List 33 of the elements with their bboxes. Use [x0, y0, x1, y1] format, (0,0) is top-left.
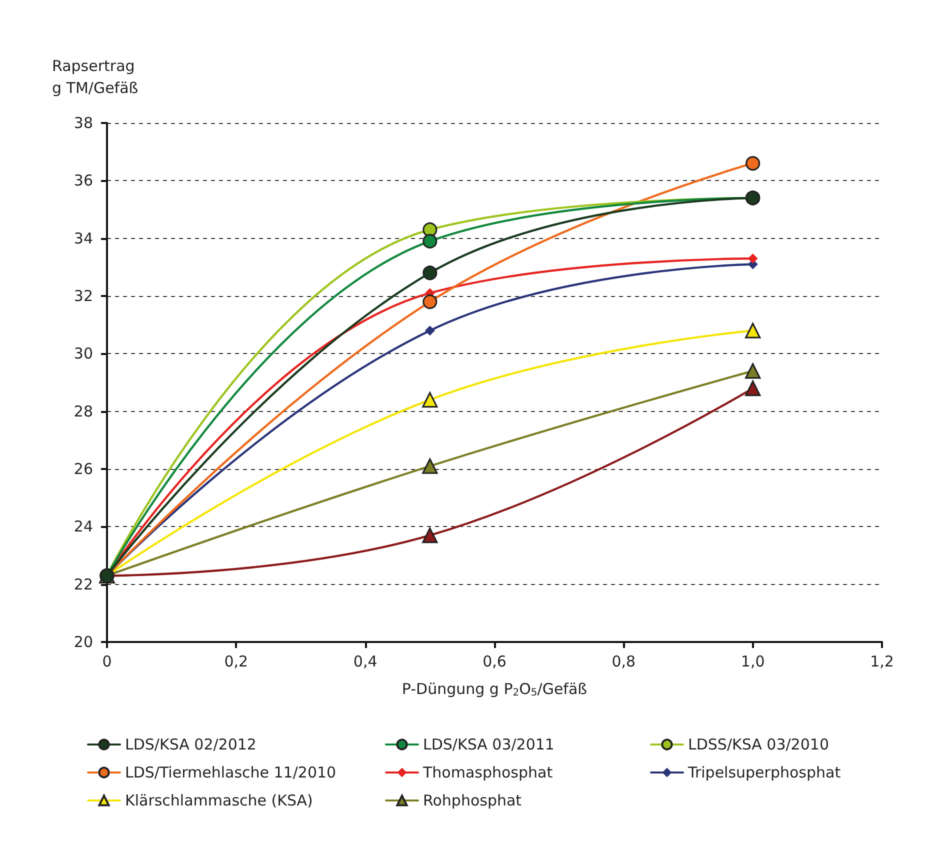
- y-tick-label: 36: [74, 172, 93, 190]
- legend-label: Thomasphosphat: [422, 764, 553, 782]
- y-tick-label: 28: [74, 402, 93, 420]
- y-tick-label: 24: [74, 518, 93, 536]
- x-tick-label: 0,8: [612, 652, 636, 670]
- legend-label: Rohphosphat: [423, 792, 522, 810]
- y-tick-label: 20: [74, 633, 93, 651]
- y-tick-label: 22: [74, 575, 93, 594]
- legend-label: LDSS/KSA 03/2010: [688, 736, 829, 754]
- legend-label: Tripelsuperphosphat: [687, 764, 841, 782]
- x-tick-label: 0,4: [353, 652, 378, 670]
- point: [424, 326, 435, 336]
- legend-label: LDS/KSA 02/2012: [125, 736, 256, 754]
- point: [748, 254, 758, 264]
- x-tick-label: 0,2: [224, 652, 248, 670]
- point: [746, 156, 760, 171]
- y-tick-label: 26: [74, 460, 93, 478]
- x-tick-label: 0: [102, 652, 112, 670]
- point: [422, 234, 438, 249]
- legend-label: LDS/Tiermehlasche 11/2010: [125, 764, 336, 782]
- x-tick-label: 0,6: [482, 652, 506, 670]
- y-tick-label: 30: [74, 344, 93, 363]
- legend-label: Klärschlammasche (KSA): [125, 792, 313, 810]
- y-axis-title: Rapsertrag g TM/Gefäß: [52, 57, 138, 97]
- y-tick-label: 32: [74, 287, 93, 305]
- y-tick-label: 34: [74, 229, 93, 248]
- point: [422, 266, 438, 280]
- point: [422, 222, 438, 237]
- x-tick-label: 1,2: [870, 652, 894, 670]
- point: [422, 294, 438, 310]
- y-tick-label: 38: [74, 114, 93, 132]
- legend-label: LDS/KSA 03/2011: [423, 736, 554, 754]
- x-tick-label: 1,0: [740, 652, 765, 670]
